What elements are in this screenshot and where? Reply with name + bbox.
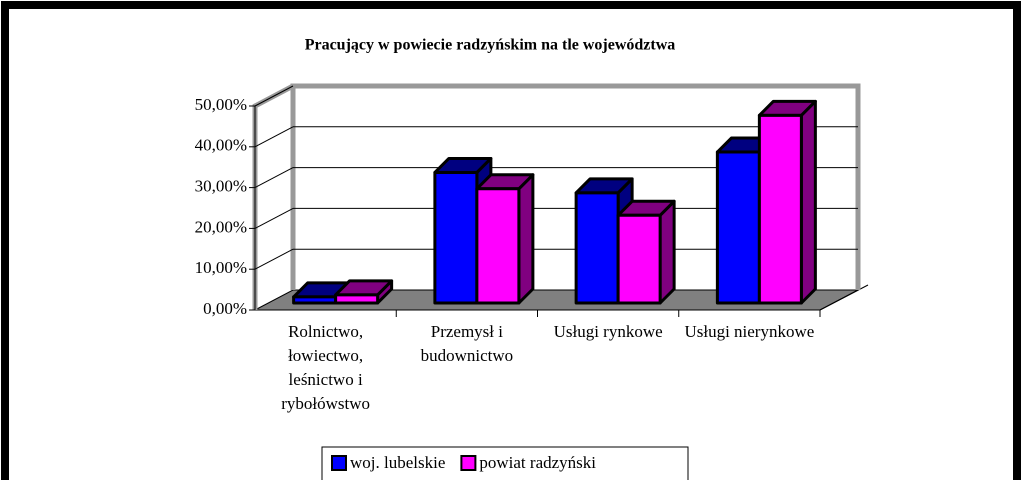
bar (334, 279, 394, 305)
y-tick-label: 50,00% (195, 95, 247, 114)
bar-face (475, 187, 521, 305)
bar-face (757, 113, 803, 305)
grid-line (254, 85, 294, 107)
bar-face (517, 173, 535, 305)
bar-face (292, 295, 338, 305)
legend-swatch (331, 455, 347, 471)
y-tick-label: 40,00% (195, 136, 247, 155)
bar (616, 199, 676, 305)
chart-title: Pracujący w powiecie radzyńskim na tle w… (305, 37, 676, 54)
y-tick-label: 10,00% (195, 258, 247, 277)
side-wall (252, 83, 295, 310)
bar (475, 173, 535, 305)
bar-face (574, 191, 620, 305)
legend-label: woj. lubelskie (350, 453, 445, 472)
x-tick-label: Usługi rynkowe (553, 322, 663, 341)
x-tick-label: Rolnictwo, łowiectwo, leśnictwo i rybołó… (281, 322, 371, 413)
bar-face (616, 213, 662, 305)
legend-box (321, 446, 689, 480)
grid-line (254, 207, 294, 229)
bar-face (334, 293, 380, 305)
legend-label: powiat radzyński (479, 453, 596, 472)
grid-line (254, 248, 294, 270)
x-tick-label: Przemysł i budownictwo (420, 322, 514, 365)
back-wall (290, 83, 861, 290)
bar-face (715, 150, 761, 305)
bar-face (658, 199, 676, 305)
y-tick-label: 0,00% (203, 299, 247, 318)
grid-line (254, 126, 294, 148)
bar (757, 99, 817, 305)
y-tick-label: 30,00% (195, 177, 247, 196)
y-tick-label: 20,00% (195, 217, 247, 236)
bar-face (799, 99, 817, 305)
x-tick-label: Usługi nierynkowe (684, 322, 815, 341)
legend-swatch (460, 455, 477, 471)
bar-face (433, 170, 479, 305)
grid-line (254, 167, 294, 189)
